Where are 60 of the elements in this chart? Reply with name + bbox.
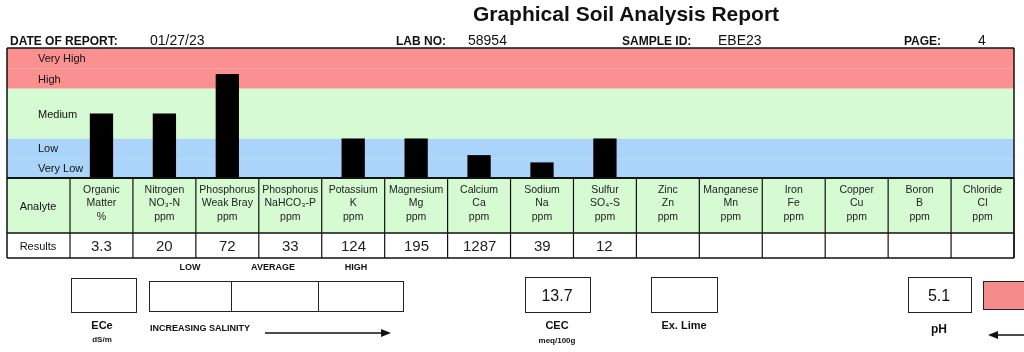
text: AVERAGE	[251, 261, 295, 272]
text: 72	[219, 237, 236, 254]
bar	[215, 74, 239, 178]
bar	[89, 113, 114, 178]
x-tick-label: Potassium K ppm	[328, 182, 378, 222]
text: PAGE:	[904, 34, 942, 48]
x-tick-label: Zinc Zn ppm	[657, 182, 679, 222]
band-label: Low	[38, 142, 59, 154]
x-tick-label: Boron B ppm	[905, 182, 934, 222]
chart-title: Graphical Soil Analysis Report	[472, 1, 780, 25]
x-tick-label: Iron Fe ppm	[783, 182, 805, 222]
text: EBE23	[718, 32, 762, 48]
text: pH	[931, 322, 947, 336]
x-tick-label: Organic Matter %	[83, 182, 120, 222]
text: HIGH	[344, 261, 368, 272]
text: 5.1	[927, 287, 951, 304]
text: ECe	[91, 318, 113, 331]
x-tick-label: Sodium Na ppm	[524, 182, 561, 222]
text: LAB NO:	[396, 34, 446, 48]
text: 20	[156, 237, 173, 254]
text: meq/100g	[538, 336, 576, 345]
x-tick-label: Magnesium Mg ppm	[388, 182, 444, 222]
text: 195	[404, 237, 430, 254]
text: 3.3	[91, 237, 112, 254]
text: 33	[282, 237, 299, 254]
text: 13.7	[541, 287, 573, 304]
text: 124	[341, 237, 367, 254]
text: 58954	[468, 32, 507, 48]
text: Analyte	[19, 199, 57, 212]
bar	[152, 113, 177, 178]
text: LOW	[179, 261, 201, 272]
x-tick-label: Phosphorus NaHCO₃-P ppm	[262, 182, 319, 222]
x-tick-label: Copper Cu ppm	[839, 182, 875, 222]
x-tick-label: Nitrogen NO₃-N ppm	[144, 182, 185, 222]
x-tick-label: Manganese Mn ppm	[703, 182, 759, 222]
text: 39	[534, 237, 551, 254]
text: SAMPLE ID:	[622, 34, 692, 48]
bar	[467, 155, 491, 178]
text: CEC	[545, 318, 569, 331]
x-tick-label: Calcium Ca ppm	[460, 182, 499, 222]
text: dS/m	[92, 335, 112, 344]
x-tick-label: Chloride Cl ppm	[962, 182, 1003, 222]
bar	[593, 138, 617, 178]
text: INCREASING SALINITY	[150, 322, 251, 333]
band-label: High	[38, 73, 61, 85]
text: 1287	[463, 237, 497, 254]
x-tick-label: Sulfur SO₄-S ppm	[589, 182, 620, 222]
bar	[404, 138, 428, 178]
text: Results	[19, 239, 57, 252]
text: 4	[978, 32, 986, 48]
band-label: Very High	[38, 52, 86, 64]
text: 12	[596, 237, 613, 254]
x-tick-label: Phosphorus Weak Bray ppm	[199, 182, 256, 222]
text: Ex. Lime	[661, 318, 707, 331]
bar	[341, 138, 365, 178]
bar	[530, 162, 554, 178]
text: 01/27/23	[150, 32, 205, 48]
band-label: Medium	[38, 108, 78, 120]
band-label: Very Low	[38, 162, 84, 174]
text: DATE OF REPORT:	[10, 34, 118, 48]
